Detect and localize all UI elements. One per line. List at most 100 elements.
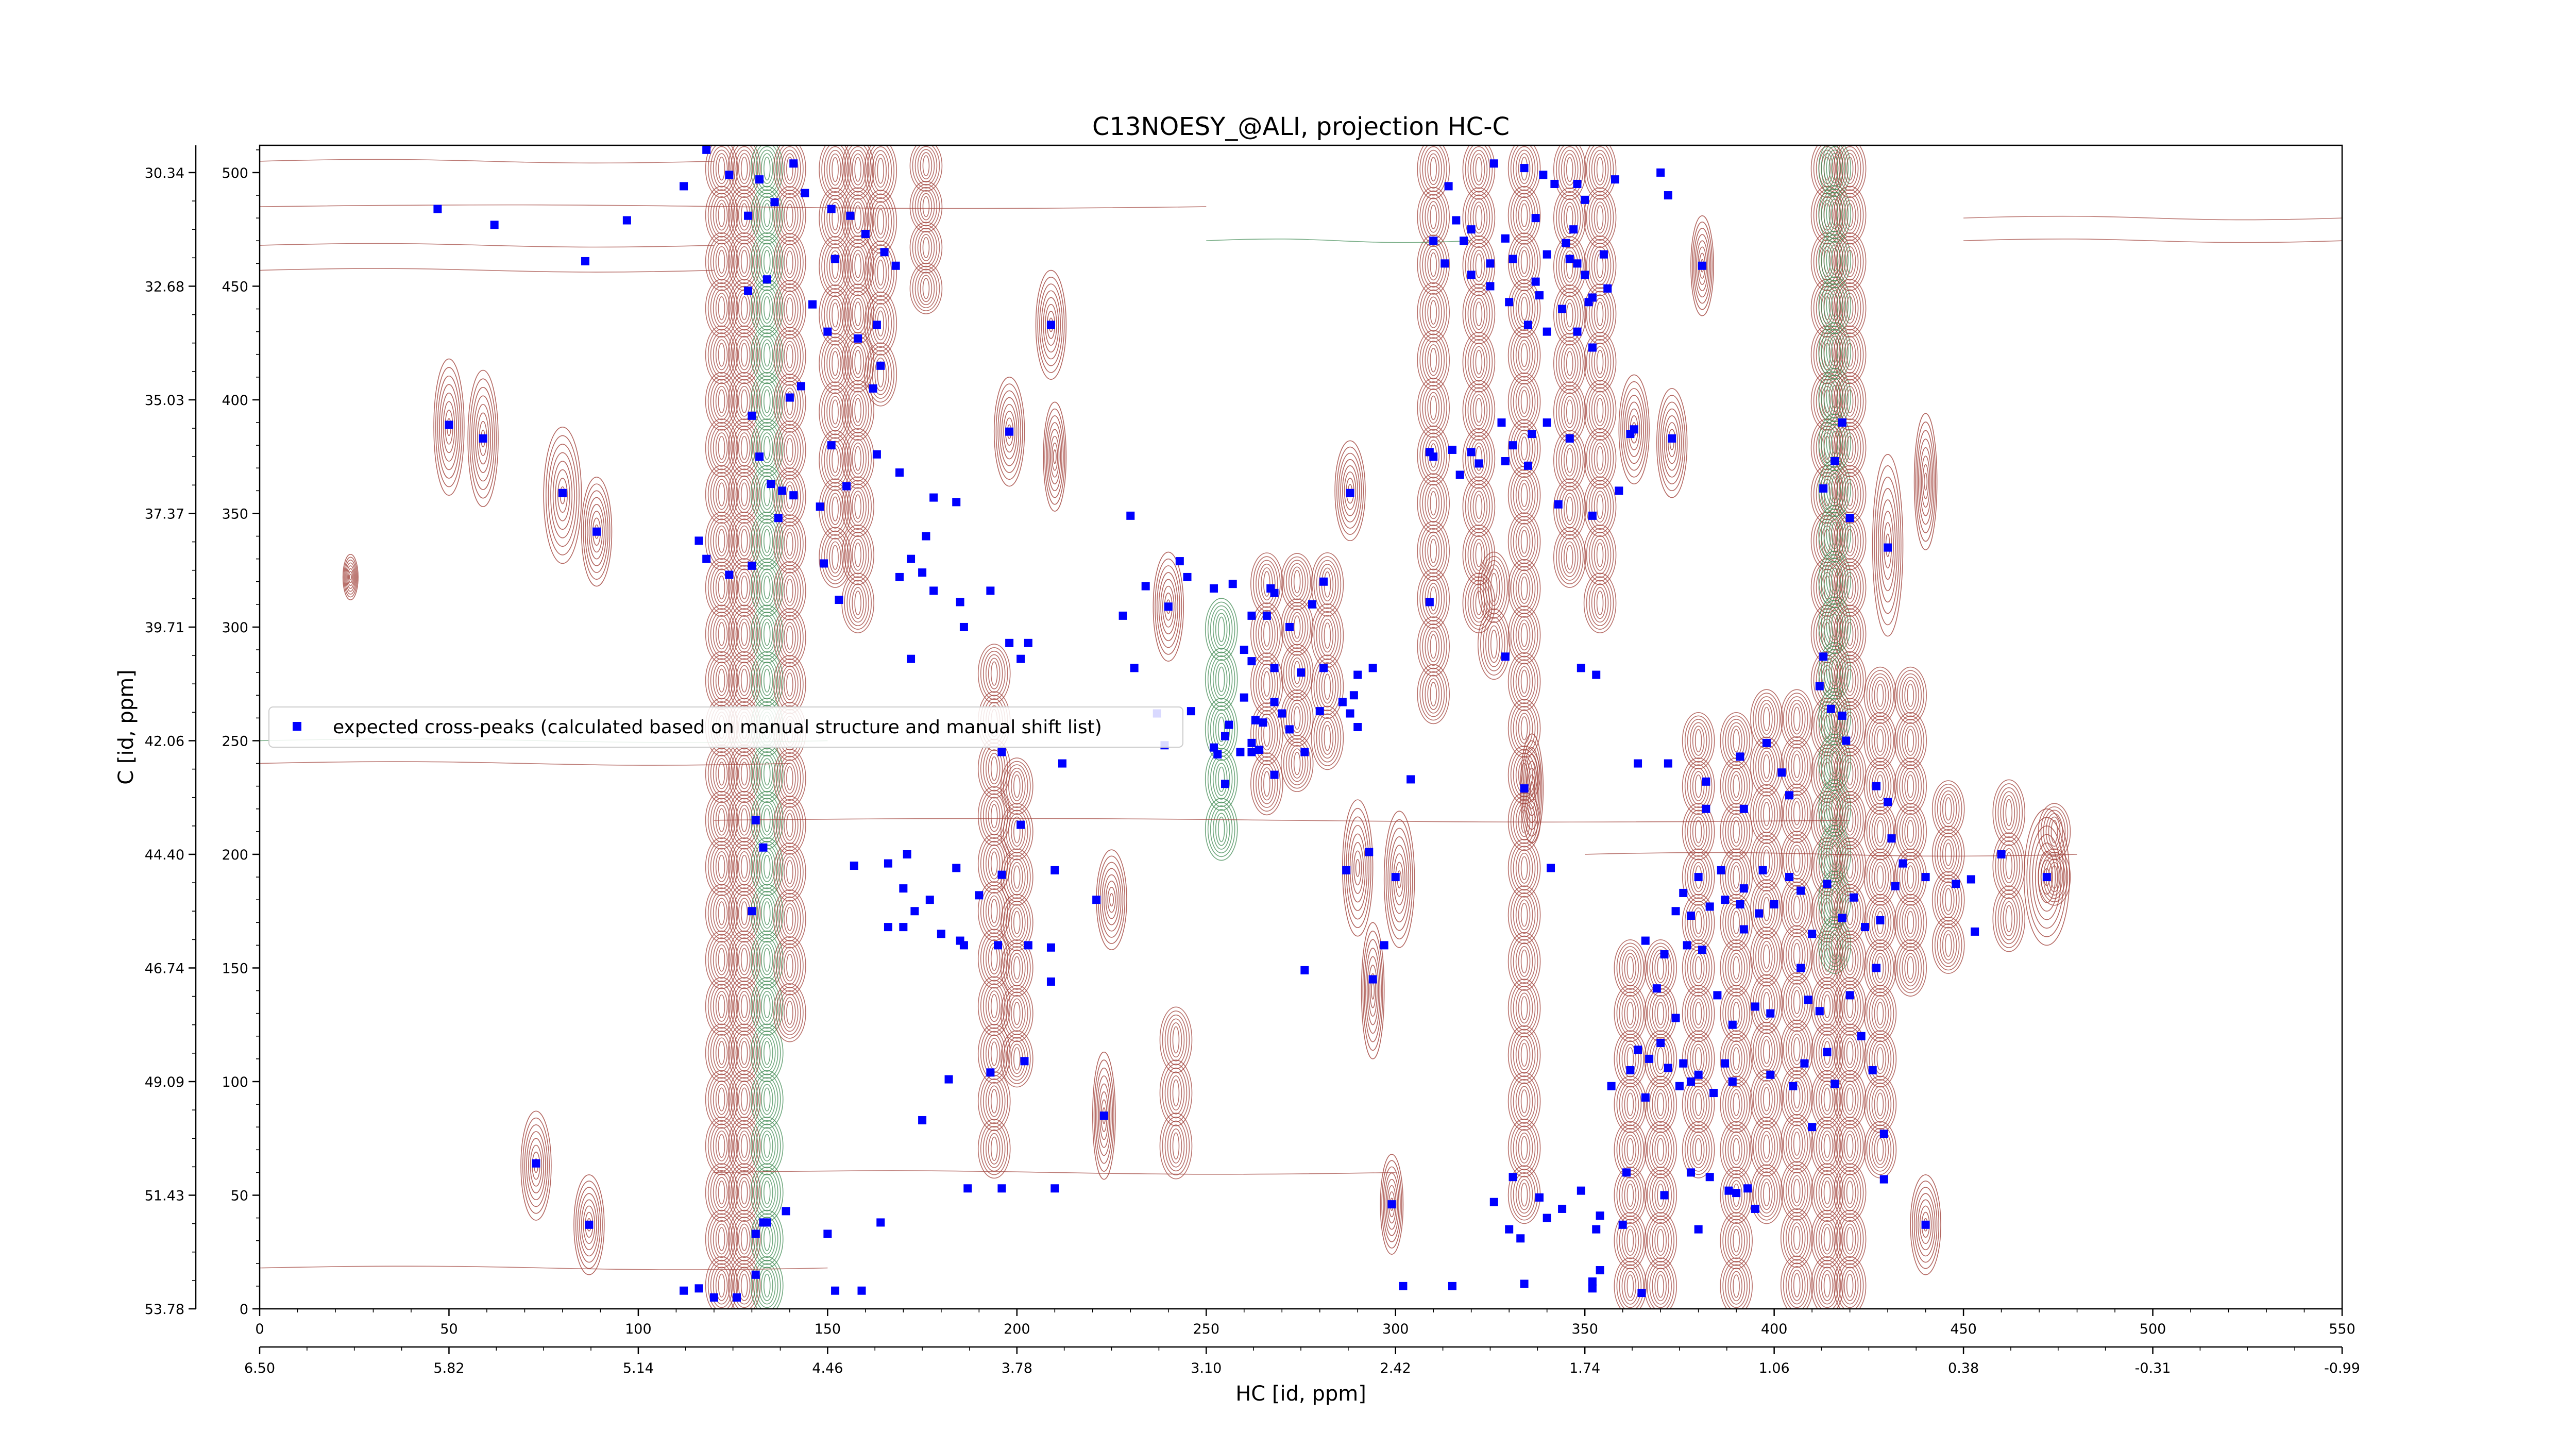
contour-ring [1644, 1030, 1677, 1088]
contour-ring [713, 615, 731, 653]
contour-ring [1008, 995, 1026, 1032]
contour-ring [1467, 339, 1490, 385]
contour-ring [773, 280, 806, 339]
contour-ring [1725, 1264, 1748, 1308]
contour-ring [758, 1267, 776, 1305]
contour-ring [1311, 705, 1344, 770]
contour-ring [985, 987, 1003, 1026]
contour-ring [988, 800, 1001, 832]
contour-ring [1507, 932, 1541, 991]
expected-peak-marker [1596, 1211, 1604, 1220]
contour-ring [1465, 191, 1493, 245]
expected-peak-marker [1543, 327, 1551, 336]
contour-ring [982, 983, 1006, 1029]
contour-ring [1939, 790, 1957, 828]
contour-ring [738, 944, 751, 975]
contour-ring [1430, 491, 1437, 516]
contour-ring [433, 358, 465, 496]
expected-peak-marker [1868, 1066, 1877, 1074]
contour-ring [1594, 394, 1606, 427]
contour-ring [1727, 1040, 1745, 1077]
contour-ring [1866, 852, 1894, 902]
contour-column [1205, 598, 1238, 861]
expected-peak-marker [846, 211, 855, 220]
contour-ring [733, 565, 756, 610]
expected-peak-marker [1698, 946, 1707, 954]
contour-ring [763, 343, 771, 367]
y-ppm-tick-label: 46.74 [145, 961, 184, 976]
contour-ring [920, 275, 933, 302]
contour-ring [753, 748, 781, 800]
contour-ring [1687, 900, 1710, 945]
expected-peak-marker [876, 361, 885, 370]
contour-ring [1841, 243, 1859, 281]
contour-ring [1866, 1033, 1894, 1084]
contour-ring [1513, 1032, 1536, 1077]
contour-ring [1694, 820, 1702, 844]
expected-peak-marker [789, 159, 798, 168]
contour-ring [750, 1117, 784, 1175]
contour-ring [1381, 1160, 1402, 1249]
contour-ring [750, 1256, 784, 1309]
contour-ring [733, 1123, 756, 1169]
contour-ring [1727, 767, 1745, 805]
contour-ring [1682, 1030, 1715, 1088]
contour-ring [1462, 524, 1496, 585]
contour-ring [1261, 717, 1273, 751]
contour-ring [1894, 712, 1927, 769]
expected-peak-marker [1444, 182, 1453, 191]
contour-ring [1689, 1086, 1707, 1123]
contour-ring [1810, 977, 1844, 1036]
contour-ring [1846, 901, 1854, 925]
contour-ring [1649, 1219, 1672, 1263]
contour-ring [1657, 1229, 1664, 1253]
contour-ring [1750, 879, 1783, 939]
contour-ring [824, 534, 846, 581]
contour-ring [715, 618, 728, 650]
contour-ring [705, 1163, 738, 1222]
contour-ring [1462, 235, 1496, 296]
contour-ring [1558, 534, 1581, 581]
contour-ring [753, 189, 781, 241]
contour-ring [1361, 922, 1385, 1059]
contour-ring [1311, 552, 1344, 617]
contour-ring [1553, 284, 1586, 346]
contour-ring [1013, 865, 1021, 889]
contour-ring [730, 1120, 758, 1172]
contour-ring [1841, 1080, 1859, 1119]
contour-ring [1753, 787, 1781, 840]
expected-peak-marker [1618, 1220, 1627, 1229]
expected-peak-marker [1448, 445, 1456, 454]
contour-ring [1725, 1173, 1748, 1217]
expected-peak-marker [1728, 1020, 1737, 1029]
contour-ring [1594, 346, 1606, 378]
expected-peak-marker [835, 596, 843, 604]
expected-peak-marker [1452, 216, 1461, 225]
contour-ring [1846, 249, 1854, 274]
contour-ring [1841, 289, 1859, 327]
contour-ring [829, 153, 841, 186]
contour-ring [1649, 1264, 1672, 1308]
x-tick-label: 350 [1571, 1321, 1598, 1337]
contour-ring [1427, 630, 1440, 663]
expected-peak-marker [1641, 1093, 1650, 1102]
contour-ring [1422, 384, 1445, 431]
contour-ring [776, 470, 804, 523]
expected-peak-marker [1391, 873, 1400, 882]
contour-ring [773, 420, 806, 480]
expected-peak-marker [1879, 1130, 1888, 1138]
contour-ring [778, 802, 801, 848]
contour-ring [740, 1087, 748, 1111]
contour-ring [784, 950, 796, 982]
contour-ring [1583, 380, 1617, 441]
expected-peak-marker [872, 321, 881, 329]
expected-peak-marker [1300, 748, 1309, 756]
contour-ring [1417, 330, 1450, 390]
contour-ring [710, 332, 733, 377]
contour-ring [1780, 736, 1814, 796]
contour-ring [1006, 946, 1028, 990]
contour-ring [730, 1213, 758, 1265]
contour-ring [1472, 538, 1485, 571]
contour-ring [914, 146, 938, 186]
contour-ring [1750, 1164, 1783, 1224]
